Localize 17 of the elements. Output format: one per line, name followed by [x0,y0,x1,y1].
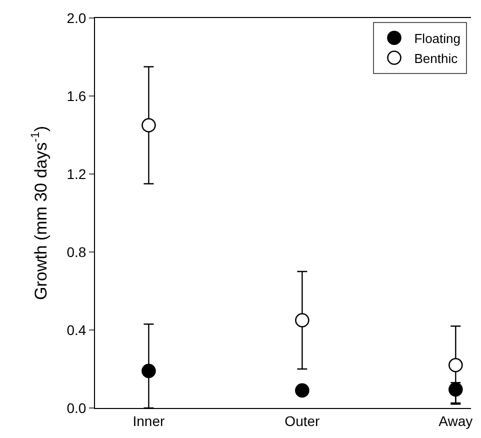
y-tick-label: 1.6 [66,88,86,104]
y-tick-label: 0.8 [66,244,86,260]
y-tick-label: 1.2 [66,166,86,182]
x-tick-label: Away [438,412,473,429]
y-tick-label: 2.0 [66,10,86,26]
legend-label: Floating [414,30,460,46]
legend-label: Benthic [414,50,458,66]
y-tick-label: 0.4 [66,322,86,338]
point [142,364,156,378]
x-tick-label: Outer [284,412,320,429]
point [448,358,463,372]
point [448,382,463,397]
point [295,383,310,398]
y-tick-label: 0.0 [66,400,86,416]
x-tick-label: Inner [132,412,165,429]
point [142,118,156,132]
point [295,313,310,328]
